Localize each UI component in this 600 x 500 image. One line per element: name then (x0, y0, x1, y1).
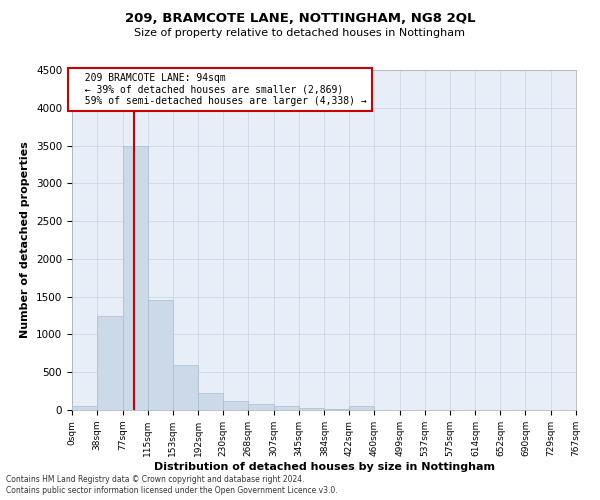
Bar (148, 300, 173, 410)
Bar (223, 402, 248, 410)
Bar (299, 408, 325, 410)
Bar (349, 406, 374, 410)
Bar (325, 409, 349, 410)
Text: 209 BRAMCOTE LANE: 94sqm
  ← 39% of detached houses are smaller (2,869)
  59% of: 209 BRAMCOTE LANE: 94sqm ← 39% of detach… (73, 73, 367, 106)
Bar (274, 406, 299, 410)
Bar (97, 316, 122, 410)
Bar (72, 406, 97, 410)
Bar (198, 392, 223, 410)
Bar (173, 364, 198, 410)
Bar (248, 404, 274, 410)
Text: Size of property relative to detached houses in Nottingham: Size of property relative to detached ho… (134, 28, 466, 38)
X-axis label: Distribution of detached houses by size in Nottingham: Distribution of detached houses by size … (154, 462, 494, 471)
Y-axis label: Number of detached properties: Number of detached properties (20, 142, 31, 338)
Text: Contains public sector information licensed under the Open Government Licence v3: Contains public sector information licen… (6, 486, 338, 495)
Text: 209, BRAMCOTE LANE, NOTTINGHAM, NG8 2QL: 209, BRAMCOTE LANE, NOTTINGHAM, NG8 2QL (125, 12, 475, 26)
Text: Contains HM Land Registry data © Crown copyright and database right 2024.: Contains HM Land Registry data © Crown c… (6, 475, 305, 484)
Bar (122, 146, 148, 410)
